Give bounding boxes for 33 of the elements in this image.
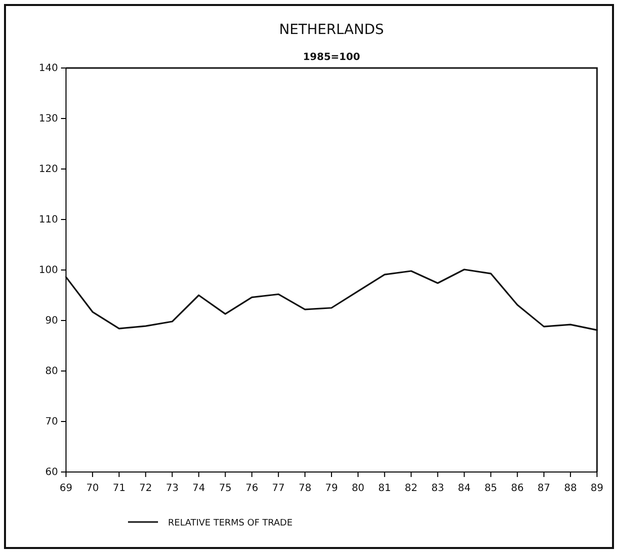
x-tick-label: 71: [112, 483, 126, 494]
x-tick-label: 89: [590, 483, 604, 494]
x-tick-label: 73: [166, 483, 179, 494]
x-tick-label: 70: [86, 483, 99, 494]
chart-subtitle: 1985=100: [302, 52, 360, 63]
x-tick-label: 86: [510, 483, 524, 494]
y-tick-label: 90: [45, 316, 58, 327]
x-tick-label: 88: [564, 483, 577, 494]
x-tick-label: 80: [352, 483, 364, 494]
x-tick-label: 85: [484, 483, 498, 494]
x-tick-label: 82: [404, 483, 418, 494]
y-tick-label: 70: [45, 416, 58, 428]
y-tick-label: 60: [45, 467, 58, 478]
y-tick-label: 130: [38, 114, 58, 125]
y-tick-label: 140: [38, 63, 58, 74]
legend-label: RELATIVE TERMS OF TRADE: [168, 518, 293, 528]
x-tick-label: 78: [298, 483, 312, 494]
x-tick-label: 84: [458, 483, 471, 494]
y-tick-label: 120: [38, 164, 58, 176]
y-tick-label: 80: [45, 366, 58, 378]
x-tick-label: 81: [378, 483, 391, 494]
x-tick-label: 87: [538, 483, 550, 494]
x-tick-label: 77: [272, 483, 285, 494]
x-tick-label: 79: [325, 483, 338, 494]
x-tick-label: 76: [245, 483, 258, 494]
y-tick-label: 110: [38, 214, 58, 226]
x-tick-label: 75: [218, 483, 232, 494]
chart-title: NETHERLANDS: [279, 22, 384, 38]
x-tick-label: 69: [60, 483, 72, 494]
x-tick-label: 83: [431, 483, 444, 494]
y-tick-label: 100: [38, 265, 58, 276]
x-tick-label: 74: [192, 483, 206, 494]
x-tick-label: 72: [139, 483, 152, 494]
